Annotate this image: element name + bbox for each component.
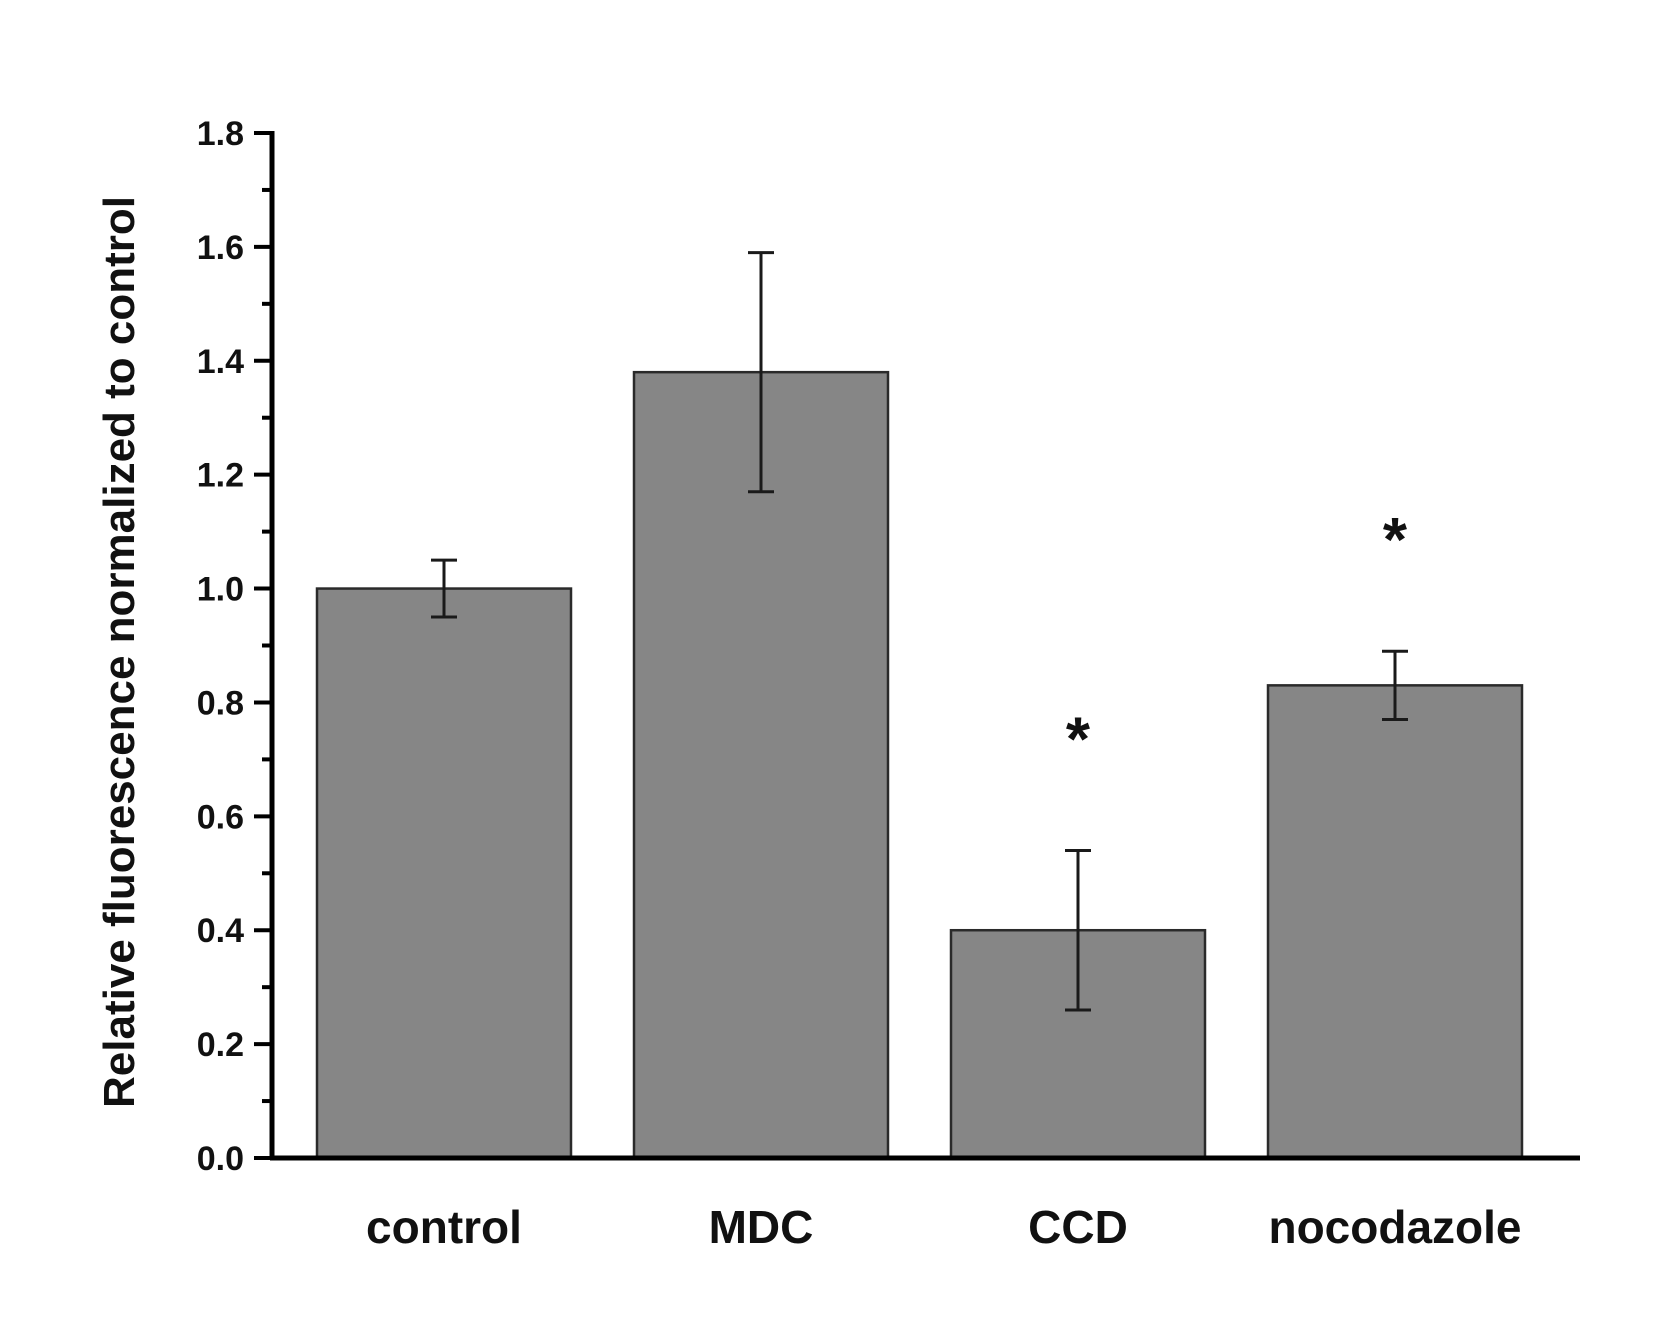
labels-layer: control MDC CCD * nocodazole * [366, 506, 1521, 1253]
y-tick-label: 0.0 [197, 1140, 244, 1178]
y-tick-label: 1.2 [197, 457, 244, 495]
x-tick-label-MDC: MDC [709, 1201, 814, 1253]
y-tick-label: 0.2 [197, 1026, 244, 1064]
error-bars-layer [431, 251, 1408, 1012]
bar-nocodazole [1266, 684, 1524, 1160]
error-bar-MDC [748, 251, 774, 494]
y-tick-label: 0.4 [197, 912, 244, 950]
y-tick-label: 1.6 [197, 229, 244, 267]
error-bar-control [431, 558, 457, 619]
y-tick-label: 1.4 [197, 343, 244, 381]
significance-marker-nocodazole: * [1383, 506, 1408, 575]
bar-control [315, 587, 573, 1160]
error-bar-CCD [1065, 849, 1091, 1012]
axes-layer: 0.0 0.2 0.4 0.6 0.8 1.0 1.2 1.4 1.6 1.8 [197, 115, 1580, 1178]
y-tick-label: 1.0 [197, 571, 244, 609]
bars-layer [315, 370, 1524, 1160]
y-tick-label: 0.8 [197, 684, 244, 722]
x-tick-label-CCD: CCD [1028, 1201, 1128, 1253]
y-tick-label: 1.8 [197, 115, 244, 153]
bar-MDC [632, 370, 890, 1160]
x-tick-label-control: control [366, 1201, 522, 1253]
x-tick-label-nocodazole: nocodazole [1268, 1201, 1521, 1253]
error-bar-nocodazole [1382, 649, 1408, 722]
y-axis-title: Relative fluorescence normalized to cont… [95, 196, 144, 1108]
y-tick-label: 0.6 [197, 798, 244, 836]
significance-marker-CCD: * [1066, 706, 1091, 775]
